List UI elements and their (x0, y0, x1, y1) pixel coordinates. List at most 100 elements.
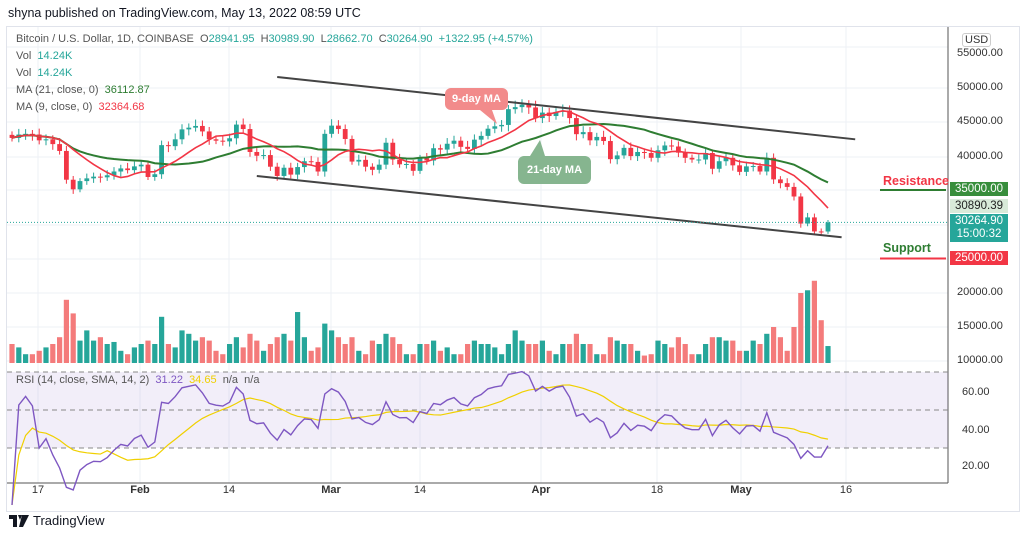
candle-body (798, 196, 804, 224)
resistance-price-tag: 35000.00 (950, 182, 1008, 196)
volume-bar (342, 344, 348, 363)
volume-bar (159, 316, 165, 363)
candle-body (138, 164, 144, 167)
candle-body (322, 133, 328, 172)
time-tick: 16 (839, 484, 853, 496)
candle-body (642, 151, 647, 154)
volume-bar (383, 333, 389, 363)
volume-bar (811, 280, 817, 363)
volume-bar (730, 340, 736, 363)
volume-bar (349, 337, 355, 363)
volume-bar (417, 344, 423, 363)
volume-bar (165, 344, 171, 363)
volume-bar (818, 320, 824, 363)
volume-bar (771, 327, 777, 363)
volume-bar (689, 354, 695, 363)
candle-body (91, 176, 96, 179)
volume-bar (682, 344, 688, 363)
open-value: 28941.95 (208, 33, 255, 45)
candle-body (111, 171, 117, 176)
volume-bar (451, 354, 457, 363)
candle-body (254, 151, 260, 156)
volume-bar (641, 355, 647, 363)
ma21-legend: MA (21, close, 0) 36112.87 (16, 84, 150, 96)
high-value: 30989.90 (268, 33, 315, 45)
candle-body (818, 231, 824, 233)
candle-body (390, 142, 396, 160)
published-caption: shyna published on TradingView.com, May … (8, 6, 361, 20)
time-tick: Feb (130, 484, 150, 496)
candle-body (716, 161, 722, 169)
candle-body (329, 125, 334, 134)
ma9-callout: 9-day MA (445, 88, 508, 110)
currency-label[interactable]: USD (962, 33, 992, 47)
volume-bar (505, 344, 511, 363)
candle-body (621, 147, 627, 156)
candle-body (274, 166, 280, 176)
time-tick: 14 (413, 484, 427, 496)
time-tick: Mar (321, 484, 341, 496)
ma9-legend: MA (9, close, 0) 32364.68 (16, 101, 145, 113)
volume-bar (777, 337, 783, 363)
volume-bar (825, 346, 831, 363)
candle-body (43, 139, 49, 141)
volume-bar (57, 337, 63, 363)
candle-body (499, 124, 504, 127)
rsi-tick: 20.00 (962, 460, 990, 472)
volume-bar (512, 330, 518, 363)
candle-body (336, 125, 341, 130)
channel-upper-line (277, 75, 856, 141)
volume-bar (675, 337, 681, 363)
candle-body (376, 164, 382, 170)
volume-bar (213, 350, 219, 363)
candle-body (152, 174, 158, 177)
volume-bar (743, 350, 749, 363)
volume-bar (526, 344, 532, 363)
candle-body (268, 155, 273, 167)
candle-body (655, 150, 661, 158)
candle-body (363, 159, 368, 167)
volume-bar (696, 354, 702, 363)
volume-bar (580, 344, 586, 363)
last-price-tag: 30264.90 15:00:32 (950, 214, 1008, 242)
candle-body (132, 166, 137, 171)
volume-bar (227, 344, 233, 363)
symbol-legend: Bitcoin / U.S. Dollar, 1D, COINBASE O289… (16, 33, 533, 45)
candle-body (812, 217, 817, 232)
volume-bar (206, 340, 212, 363)
candle-body (104, 175, 110, 178)
candle-body (410, 163, 416, 171)
candle-body (648, 153, 654, 158)
price-tick: 45000.00 (957, 115, 1003, 127)
candle-body (614, 155, 620, 160)
candle-body (492, 126, 498, 129)
tradingview-logo[interactable]: TradingView (9, 513, 105, 528)
bar-countdown: 15:00:32 (956, 228, 1002, 240)
volume-bar (737, 350, 743, 363)
candle-body (696, 159, 702, 161)
candle-body (458, 140, 464, 147)
volume-bar (465, 344, 471, 363)
volume-bar (369, 340, 375, 363)
ma-price-tag: 30890.39 (950, 199, 1008, 213)
volume-bar (335, 337, 341, 363)
candle-body (308, 161, 314, 163)
volume-bar (329, 330, 335, 363)
candle-body (703, 153, 708, 160)
candle-body (676, 146, 681, 153)
volume-bar (709, 337, 715, 363)
candle-body (662, 145, 668, 151)
price-tick: 55000.00 (957, 47, 1003, 59)
volume-bar (628, 344, 634, 363)
candle-body (200, 125, 205, 132)
volume-bar (9, 344, 15, 363)
candle-body (397, 159, 402, 165)
candle-body (424, 158, 430, 161)
candle-body (118, 168, 124, 172)
volume-bar (492, 347, 498, 363)
candle-body (608, 141, 613, 160)
symbol-title: Bitcoin / U.S. Dollar, 1D, COINBASE (16, 33, 194, 45)
volume-bar (233, 337, 239, 363)
candle-body (240, 124, 246, 130)
